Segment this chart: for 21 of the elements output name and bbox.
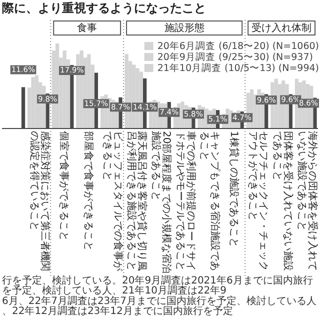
- x-tick-label: 部屋食で食事ができること: [82, 131, 94, 253]
- x-tick-label: セルフチェックイン・チェックアウトができること: [246, 131, 269, 273]
- legend-label: 20年6月調査 (6/18〜20) (N=1060): [157, 40, 320, 52]
- chart-title: 際に、より重視するようになったこと: [2, 1, 206, 16]
- x-tick-label: 団体客を受け入れていない施設であること: [271, 131, 294, 273]
- text: 受け入れ体制: [252, 22, 312, 34]
- text: 食事: [77, 22, 98, 34]
- x-tick-label: 露天風呂付き客室や貸し切り風呂が利用できる施設であること: [125, 131, 148, 273]
- x-tick-label: 海外からの団体客を受け入れていない施設であること: [295, 131, 318, 273]
- x-tick-label: 感染症対策において第三者機関の認定を得ていること: [28, 131, 50, 273]
- x-tick-label: 個室で食事ができること: [58, 131, 70, 243]
- text: 行を予定、検討している。20年9月調査は2021年6月までに国内旅行を予定、検討している人、21年10月調査は22年9: [2, 274, 313, 297]
- text: 6月、22年7月調査は23年7月までに国内旅行を予定、検討している人、22年12月調査は23年12月までに国内旅行を予定: [2, 294, 317, 317]
- x-tick-label: 車での利用が前提のロードサイドホテルやモーテルであること: [174, 131, 196, 273]
- legend-label: 20年9月調査 (9/25〜30) (N=937): [157, 50, 313, 63]
- x-tick-label: 20部屋程度までの小規模な宿泊施設であること: [150, 131, 172, 274]
- x-tick-label: キャンプもできる宿泊施設であること: [198, 131, 220, 273]
- x-tick-label: ビュッフェスタイルでの食事ができること: [100, 131, 123, 273]
- x-tick-label: 1棟貸しの施設であること: [228, 131, 240, 250]
- text: 施設形態: [164, 22, 204, 34]
- legend-label: 21年10月調査 (10/5〜13) (N=994): [157, 62, 320, 74]
